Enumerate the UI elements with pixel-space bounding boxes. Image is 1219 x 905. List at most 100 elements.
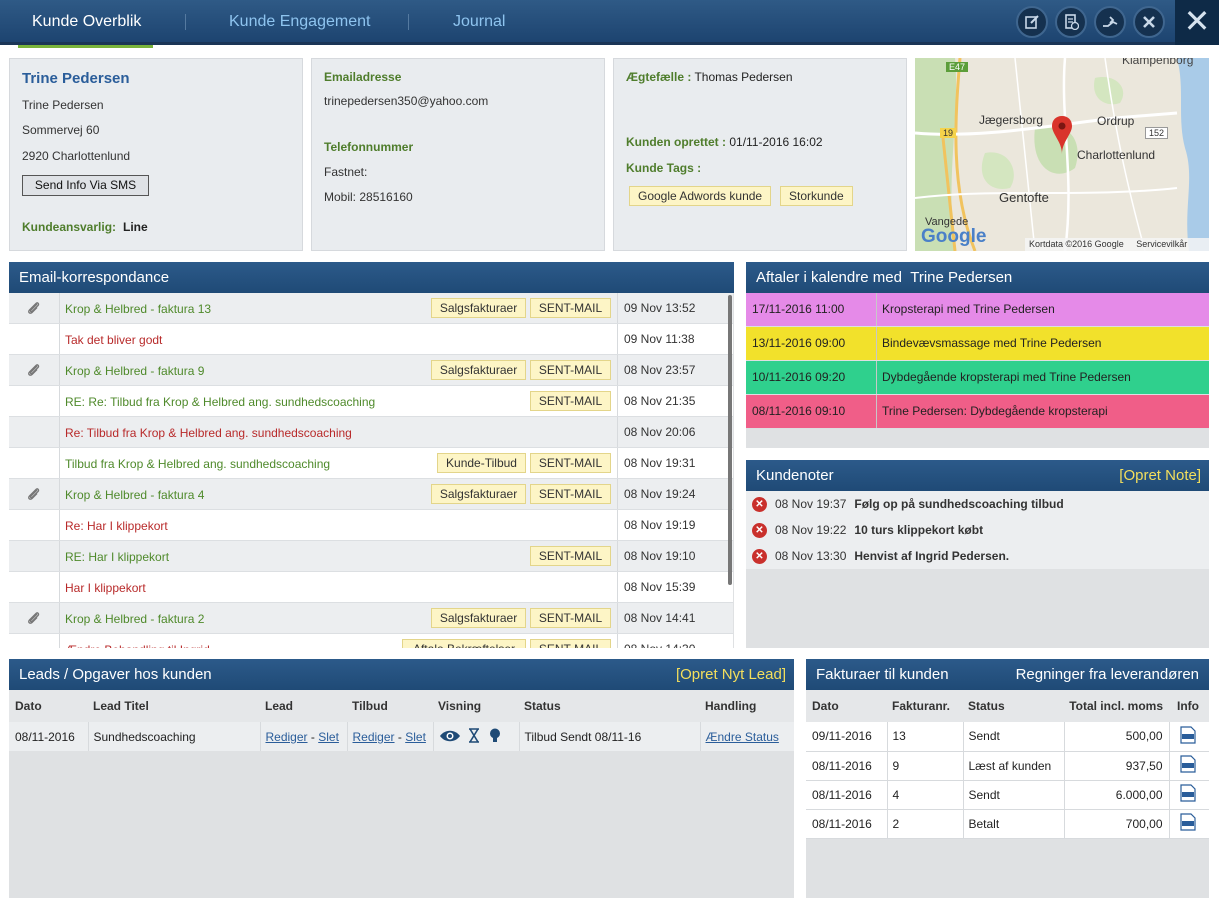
invoice-total: 500,00 bbox=[1064, 722, 1170, 751]
email-date: 08 Nov 21:35 bbox=[617, 386, 733, 416]
invoice-row[interactable]: 08/11-2016 2 Betalt 700,00 bbox=[806, 809, 1209, 838]
appointment-row[interactable]: 08/11-2016 09:10 Trine Pedersen: Dybdegåe… bbox=[746, 395, 1209, 429]
email-subject[interactable]: Tak det bliver godt bbox=[65, 333, 163, 347]
email-tag[interactable]: SENT-MAIL bbox=[530, 360, 611, 380]
link-separator: - bbox=[310, 729, 315, 744]
customer-tag[interactable]: Google Adwords kunde bbox=[629, 186, 772, 206]
pdf-icon[interactable] bbox=[1169, 780, 1209, 809]
email-list-scrollbar[interactable] bbox=[728, 295, 732, 585]
invoices-header-row: Dato Fakturanr. Status Total incl. moms … bbox=[806, 690, 1209, 722]
email-tag[interactable]: SENT-MAIL bbox=[530, 608, 611, 628]
email-row[interactable]: Krop & Helbred - faktura 13 SENT-MAIL Salg… bbox=[9, 293, 733, 324]
invoice-row[interactable]: 09/11-2016 13 Sendt 500,00 bbox=[806, 722, 1209, 751]
pdf-icon[interactable] bbox=[1169, 809, 1209, 838]
email-row[interactable]: RE: Re: Tilbud fra Krop & Helbred ang. s… bbox=[9, 386, 733, 417]
email-tag[interactable]: SENT-MAIL bbox=[530, 298, 611, 318]
tab-journal[interactable]: Journal bbox=[453, 13, 506, 30]
hourglass-icon[interactable] bbox=[468, 727, 480, 746]
invoice-row[interactable]: 08/11-2016 4 Sendt 6.000,00 bbox=[806, 780, 1209, 809]
email-subject[interactable]: Ændre Behandling til Ingrid bbox=[65, 643, 210, 648]
email-row[interactable]: Tilbud fra Krop & Helbred ang. sundhedsc… bbox=[9, 448, 733, 479]
lead-edit-link[interactable]: Rediger bbox=[265, 729, 308, 744]
pdf-icon[interactable] bbox=[1169, 722, 1209, 751]
email-tag[interactable]: Aftale Bekræftelser bbox=[402, 639, 526, 648]
email-tag[interactable]: Salgsfakturaer bbox=[431, 360, 526, 380]
create-note-link[interactable]: [Opret Note] bbox=[1119, 467, 1201, 484]
supplier-bills-title[interactable]: Regninger fra leverandøren bbox=[1015, 666, 1199, 683]
offer-edit-link[interactable]: Rediger bbox=[352, 729, 395, 744]
customer-tag[interactable]: Storkunde bbox=[780, 186, 853, 206]
email-row[interactable]: Re: Har I klippekort 08 Nov 19:19 bbox=[9, 510, 733, 541]
handshake-icon[interactable] bbox=[1094, 6, 1126, 38]
email-subject[interactable]: Re: Tilbud fra Krop & Helbred ang. sundh… bbox=[65, 426, 352, 440]
email-subject[interactable]: RE: Re: Tilbud fra Krop & Helbred ang. s… bbox=[65, 395, 376, 409]
email-row[interactable]: Tak det bliver godt 09 Nov 11:38 bbox=[9, 324, 733, 355]
pdf-icon[interactable] bbox=[1169, 751, 1209, 780]
email-row[interactable]: Krop & Helbred - faktura 4 SENT-MAIL Salgs… bbox=[9, 479, 733, 510]
lead-delete-link[interactable]: Slet bbox=[318, 729, 339, 744]
invoices-body: 09/11-2016 13 Sendt 500,00 08/11-2016 9 Læst a… bbox=[806, 722, 1209, 838]
change-status-link[interactable]: Ændre Status bbox=[705, 729, 779, 744]
create-lead-link[interactable]: [Opret Nyt Lead] bbox=[675, 666, 786, 683]
email-subject[interactable]: Tilbud fra Krop & Helbred ang. sundhedsc… bbox=[65, 457, 331, 471]
email-tag[interactable]: SENT-MAIL bbox=[530, 639, 611, 648]
map-terms-link[interactable]: Servicevilkår bbox=[1136, 239, 1188, 249]
email-tag[interactable]: Kunde-Tilbud bbox=[437, 453, 526, 473]
delete-note-icon[interactable]: ✕ bbox=[752, 497, 767, 513]
email-row[interactable]: Krop & Helbred - faktura 2 SENT-MAIL Salgs… bbox=[9, 603, 733, 634]
lightbulb-icon[interactable] bbox=[489, 728, 501, 746]
map-marker-icon[interactable] bbox=[1052, 116, 1072, 157]
appointment-row[interactable]: 17/11-2016 11:00 Kropsterapi med Trine Pe… bbox=[746, 293, 1209, 327]
edit-icon[interactable] bbox=[1016, 6, 1048, 38]
email-tag[interactable]: SENT-MAIL bbox=[530, 546, 611, 566]
invoice-number: 13 bbox=[887, 722, 964, 751]
email-tag[interactable]: Salgsfakturaer bbox=[431, 608, 526, 628]
email-subject[interactable]: Krop & Helbred - faktura 4 bbox=[65, 488, 205, 502]
email-subject[interactable]: Krop & Helbred - faktura 13 bbox=[65, 302, 212, 316]
tab-kunde-overblik[interactable]: Kunde Overblik bbox=[17, 0, 154, 48]
email-subject[interactable]: Har I klippekort bbox=[65, 581, 146, 595]
map-place: Vangede bbox=[925, 216, 969, 228]
column-header: Dato bbox=[15, 699, 42, 713]
email-tag[interactable]: Salgsfakturaer bbox=[431, 484, 526, 504]
delete-note-icon[interactable]: ✕ bbox=[752, 523, 767, 539]
delete-note-icon[interactable]: ✕ bbox=[752, 549, 767, 565]
email-subject[interactable]: Re: Har I klippekort bbox=[65, 519, 168, 533]
invoice-number: 4 bbox=[887, 780, 964, 809]
eye-icon[interactable] bbox=[439, 730, 461, 746]
appointment-row[interactable]: 10/11-2016 09:20 Dybdegående kropsterapi … bbox=[746, 361, 1209, 395]
location-map[interactable]: E47 19 152 Klampenborg Jægersborg Ordrup… bbox=[915, 58, 1209, 251]
column-header: Total incl. moms bbox=[1069, 699, 1163, 713]
email-tag[interactable]: SENT-MAIL bbox=[530, 391, 611, 411]
phone-label: Telefonnummer bbox=[324, 140, 414, 154]
email-panel-header: Email-korrespondance bbox=[9, 262, 734, 293]
email-row[interactable]: Re: Tilbud fra Krop & Helbred ang. sundh… bbox=[9, 417, 733, 448]
tab-kunde-engagement[interactable]: Kunde Engagement bbox=[229, 13, 371, 30]
lead-date: 08/11-2016 bbox=[9, 722, 89, 751]
paperclip-icon bbox=[9, 603, 60, 633]
email-tag[interactable]: SENT-MAIL bbox=[530, 453, 611, 473]
paperclip-icon bbox=[9, 293, 60, 323]
email-row[interactable]: Krop & Helbred - faktura 9 SENT-MAIL Salgs… bbox=[9, 355, 733, 386]
invoices-title[interactable]: Fakturaer til kunden bbox=[816, 666, 949, 683]
email-row[interactable]: Ændre Behandling til Ingrid SENT-MAIL Afta… bbox=[9, 634, 733, 648]
email-tag[interactable]: SENT-MAIL bbox=[530, 484, 611, 504]
appointment-row[interactable]: 13/11-2016 09:00 Bindevævsmassage med Tri… bbox=[746, 327, 1209, 361]
column-header: Info bbox=[1177, 699, 1199, 713]
email-tag[interactable]: Salgsfakturaer bbox=[431, 298, 526, 318]
close-circle-icon[interactable] bbox=[1133, 6, 1165, 38]
add-document-icon[interactable] bbox=[1055, 6, 1087, 38]
email-subject[interactable]: RE: Har I klippekort bbox=[65, 550, 170, 564]
email-subject[interactable]: Krop & Helbred - faktura 9 bbox=[65, 364, 205, 378]
email-subject[interactable]: Krop & Helbred - faktura 2 bbox=[65, 612, 205, 626]
email-row[interactable]: Har I klippekort 08 Nov 15:39 bbox=[9, 572, 733, 603]
customer-address: Sommervej 60 bbox=[22, 123, 100, 137]
send-sms-button[interactable]: Send Info Via SMS bbox=[22, 175, 149, 196]
email-list[interactable]: Krop & Helbred - faktura 13 SENT-MAIL Salg… bbox=[9, 293, 734, 648]
offer-delete-link[interactable]: Slet bbox=[405, 729, 426, 744]
invoice-row[interactable]: 08/11-2016 9 Læst af kunden 937,50 bbox=[806, 751, 1209, 780]
email-date: 08 Nov 14:30 bbox=[617, 634, 733, 648]
email-row[interactable]: RE: Har I klippekort SENT-MAIL 08 Nov 19:1… bbox=[9, 541, 733, 572]
close-window-button[interactable]: ✕ bbox=[1175, 0, 1219, 45]
note-text: Følg op på sundhedscoaching tilbud bbox=[854, 497, 1064, 511]
